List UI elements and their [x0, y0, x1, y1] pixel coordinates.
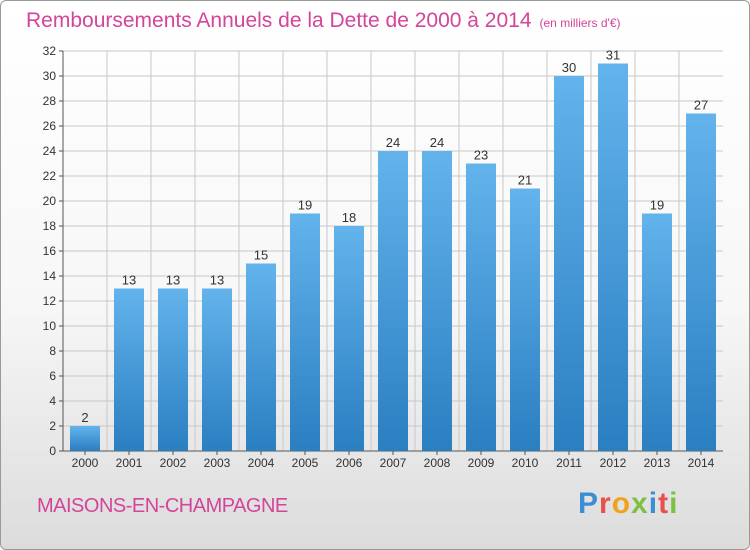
bar-2010 — [510, 188, 540, 451]
data-label: 15 — [254, 248, 268, 263]
y-tick-label: 4 — [49, 394, 56, 408]
bar-2014 — [686, 113, 716, 451]
chart-title: Remboursements Annuels de la Dette de 20… — [26, 9, 621, 33]
logo-letter: i — [669, 487, 679, 520]
y-tick-label: 16 — [43, 244, 57, 258]
data-label: 24 — [386, 135, 400, 150]
bar-2012 — [598, 63, 628, 451]
y-tick-label: 20 — [43, 194, 57, 208]
bars — [70, 63, 716, 451]
y-tick-label: 26 — [43, 119, 57, 133]
y-tick-label: 12 — [43, 294, 57, 308]
x-tick-label: 2006 — [336, 456, 363, 470]
y-tick-label: 6 — [49, 369, 56, 383]
data-label: 19 — [650, 198, 664, 213]
bar-2011 — [554, 76, 584, 451]
bar-2006 — [334, 226, 364, 451]
bar-2005 — [290, 213, 320, 451]
y-tick-label: 10 — [43, 319, 57, 333]
data-label: 24 — [430, 135, 444, 150]
logo-letter: r — [599, 487, 612, 520]
data-label: 13 — [122, 273, 136, 288]
data-label: 27 — [694, 98, 708, 113]
chart-title-text: Remboursements Annuels de la Dette de 20… — [26, 9, 532, 32]
x-tick-label: 2009 — [468, 456, 495, 470]
y-tick-label: 14 — [43, 269, 57, 283]
commune-name: MAISONS-EN-CHAMPAGNE — [37, 495, 288, 517]
y-tick-label: 30 — [43, 69, 57, 83]
x-tick-label: 2014 — [688, 456, 715, 470]
x-tick-label: 2000 — [72, 456, 99, 470]
data-labels: 2 13 13 13 15 19 18 24 24 23 21 30 31 19 27 — [81, 48, 708, 426]
x-tick-label: 2013 — [644, 456, 671, 470]
data-label: 21 — [518, 173, 532, 188]
proxiti-logo: Proxiti — [578, 487, 678, 521]
data-label: 19 — [298, 198, 312, 213]
x-tick-label: 2004 — [248, 456, 275, 470]
data-label: 23 — [474, 148, 488, 163]
y-tick-label: 28 — [43, 94, 57, 108]
data-label: 13 — [166, 273, 180, 288]
bar-2000 — [70, 426, 100, 451]
data-label: 30 — [562, 60, 576, 75]
data-label: 13 — [210, 273, 224, 288]
y-tick-label: 8 — [49, 344, 56, 358]
x-tick-label: 2005 — [292, 456, 319, 470]
x-tick-label: 2012 — [600, 456, 627, 470]
y-tick-label: 24 — [43, 144, 57, 158]
y-tick-label: 0 — [49, 444, 56, 458]
bar-2008 — [422, 151, 452, 451]
logo-letter: i — [648, 487, 659, 520]
x-tick-label: 2002 — [160, 456, 187, 470]
data-label: 31 — [606, 48, 620, 63]
logo-letter: o — [611, 487, 632, 520]
bar-2002 — [158, 288, 188, 451]
bar-2007 — [378, 151, 408, 451]
y-tick-label: 2 — [49, 419, 56, 433]
x-tick-label: 2011 — [556, 456, 582, 470]
bar-2004 — [246, 263, 276, 451]
x-tick-label: 2007 — [380, 456, 407, 470]
x-tick-label: 2003 — [204, 456, 231, 470]
data-label: 18 — [342, 210, 356, 225]
y-tick-label: 22 — [43, 169, 57, 183]
logo-letter: P — [578, 487, 600, 520]
x-tick-label: 2010 — [512, 456, 539, 470]
bar-2001 — [114, 288, 144, 451]
y-tick-label: 18 — [43, 219, 57, 233]
chart-unit-label: (en milliers d'€) — [539, 16, 621, 30]
bar-2003 — [202, 288, 232, 451]
logo-letter: x — [631, 487, 649, 520]
data-label: 2 — [81, 410, 88, 425]
bar-2009 — [466, 163, 496, 451]
x-tick-label: 2008 — [424, 456, 451, 470]
logo-letter: t — [658, 487, 670, 520]
x-tick-label: 2001 — [116, 456, 143, 470]
y-tick-label: 32 — [43, 44, 57, 58]
bar-2013 — [642, 213, 672, 451]
